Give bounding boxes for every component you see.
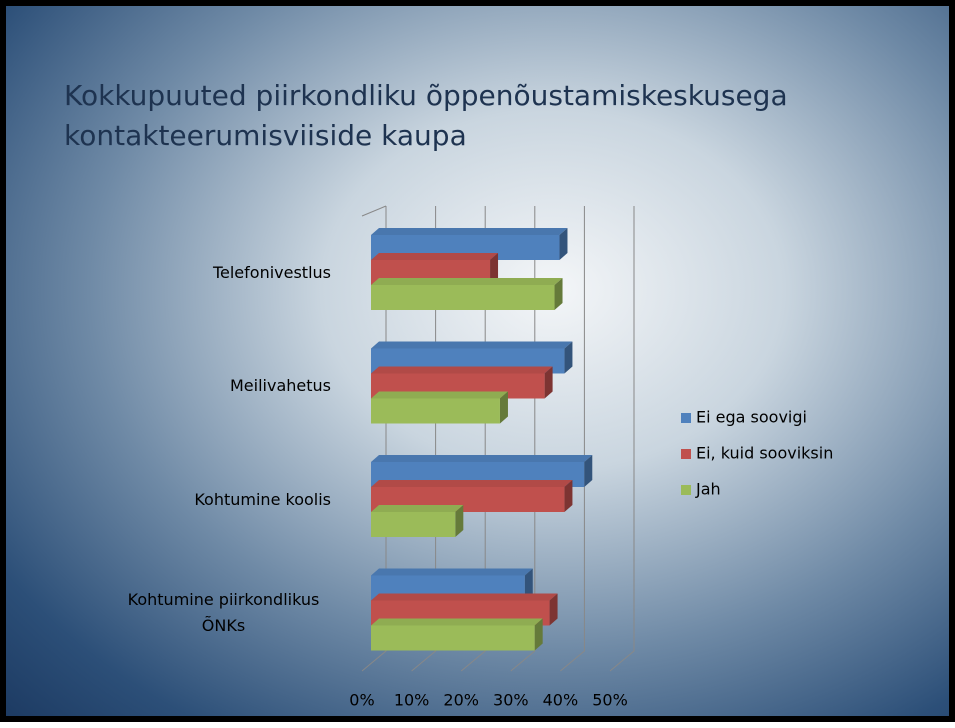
bar-top [371, 480, 572, 487]
x-tick-label: 40% [543, 691, 579, 710]
bar-top [371, 392, 508, 399]
x-tick-label: 10% [394, 691, 430, 710]
bar-top [371, 253, 498, 260]
category-text: Kohtumine piirkondlikus ÕNKs [116, 587, 331, 639]
bar-top [371, 278, 563, 285]
legend-swatch [681, 449, 691, 459]
bar [371, 392, 508, 424]
axis-wall [362, 206, 386, 216]
x-tick-label: 50% [592, 691, 628, 710]
legend-label: Ei ega soovigi [696, 408, 807, 427]
x-tick-label: 20% [443, 691, 479, 710]
x-tick-label: 0% [349, 691, 374, 710]
category-label: Kohtumine koolis [91, 487, 331, 513]
legend-label: Ei, kuid sooviksin [696, 444, 833, 463]
bar-top [371, 228, 567, 235]
category-text: Kohtumine koolis [194, 487, 331, 513]
bar [371, 278, 563, 310]
bar-top [371, 619, 543, 626]
grid-line [560, 206, 584, 671]
bar-front [371, 626, 535, 651]
category-label: Meilivahetus [91, 373, 331, 399]
category-text: Meilivahetus [230, 373, 331, 399]
bar-top [371, 342, 572, 349]
grid-line [610, 206, 634, 671]
legend-swatch [681, 413, 691, 423]
bar-top [371, 505, 463, 512]
category-text: Telefonivestlus [213, 260, 331, 286]
slide: Kokkupuuted piirkondliku õppenõustamiske… [0, 0, 955, 722]
bar-top [371, 569, 533, 576]
category-label: Kohtumine piirkondlikus ÕNKs [91, 587, 331, 639]
category-label: Telefonivestlus [91, 260, 331, 286]
bar [371, 505, 463, 537]
bar-top [371, 594, 558, 601]
bar-front [371, 399, 500, 424]
bar-top [371, 367, 553, 374]
bar-front [371, 285, 555, 310]
bar-front [371, 512, 455, 537]
legend-swatch [681, 485, 691, 495]
bar-top [371, 455, 592, 462]
legend-label: Jah [695, 480, 721, 499]
x-tick-label: 30% [493, 691, 529, 710]
bar [371, 619, 543, 651]
